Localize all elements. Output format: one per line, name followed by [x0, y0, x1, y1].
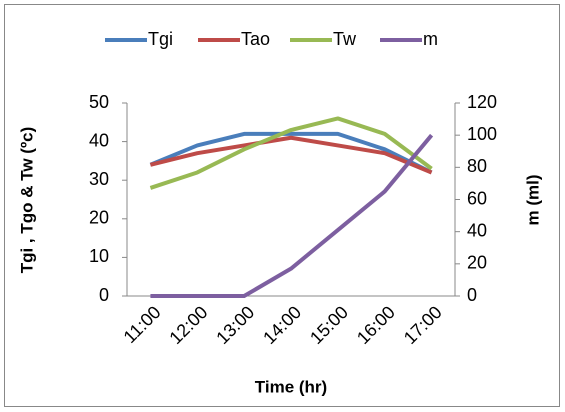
y2-tick-label: 100	[467, 124, 497, 144]
y2-tick-label: 60	[467, 188, 487, 208]
y-tick-label: 30	[89, 169, 109, 189]
series-line	[149, 116, 433, 190]
legend-label: Tgi	[148, 29, 173, 49]
y-tick-label: 40	[89, 130, 109, 150]
chart-border	[4, 4, 560, 407]
y2-tick-label: 80	[467, 156, 487, 176]
y2-axis-label: m (ml)	[523, 175, 542, 226]
y-tick-label: 50	[89, 92, 109, 112]
y2-tick-label: 0	[467, 285, 477, 305]
y-tick-label: 10	[89, 246, 109, 266]
series-line	[149, 135, 433, 175]
x-axis-label: Time (hr)	[255, 377, 327, 396]
y2-tick-label: 20	[467, 253, 487, 273]
series-line	[150, 133, 434, 298]
y2-tick-label: 40	[467, 220, 487, 240]
y-tick-label: 20	[89, 208, 109, 228]
y2-tick-label: 120	[467, 92, 497, 112]
legend-label: Tao	[241, 29, 270, 49]
y-tick-label: 0	[99, 285, 109, 305]
legend-label: m	[423, 29, 438, 49]
y-axis-label: Tgi , Tgo & Tw (ºc)	[17, 127, 36, 274]
series-line	[149, 131, 433, 175]
legend-label: Tw	[333, 29, 357, 49]
